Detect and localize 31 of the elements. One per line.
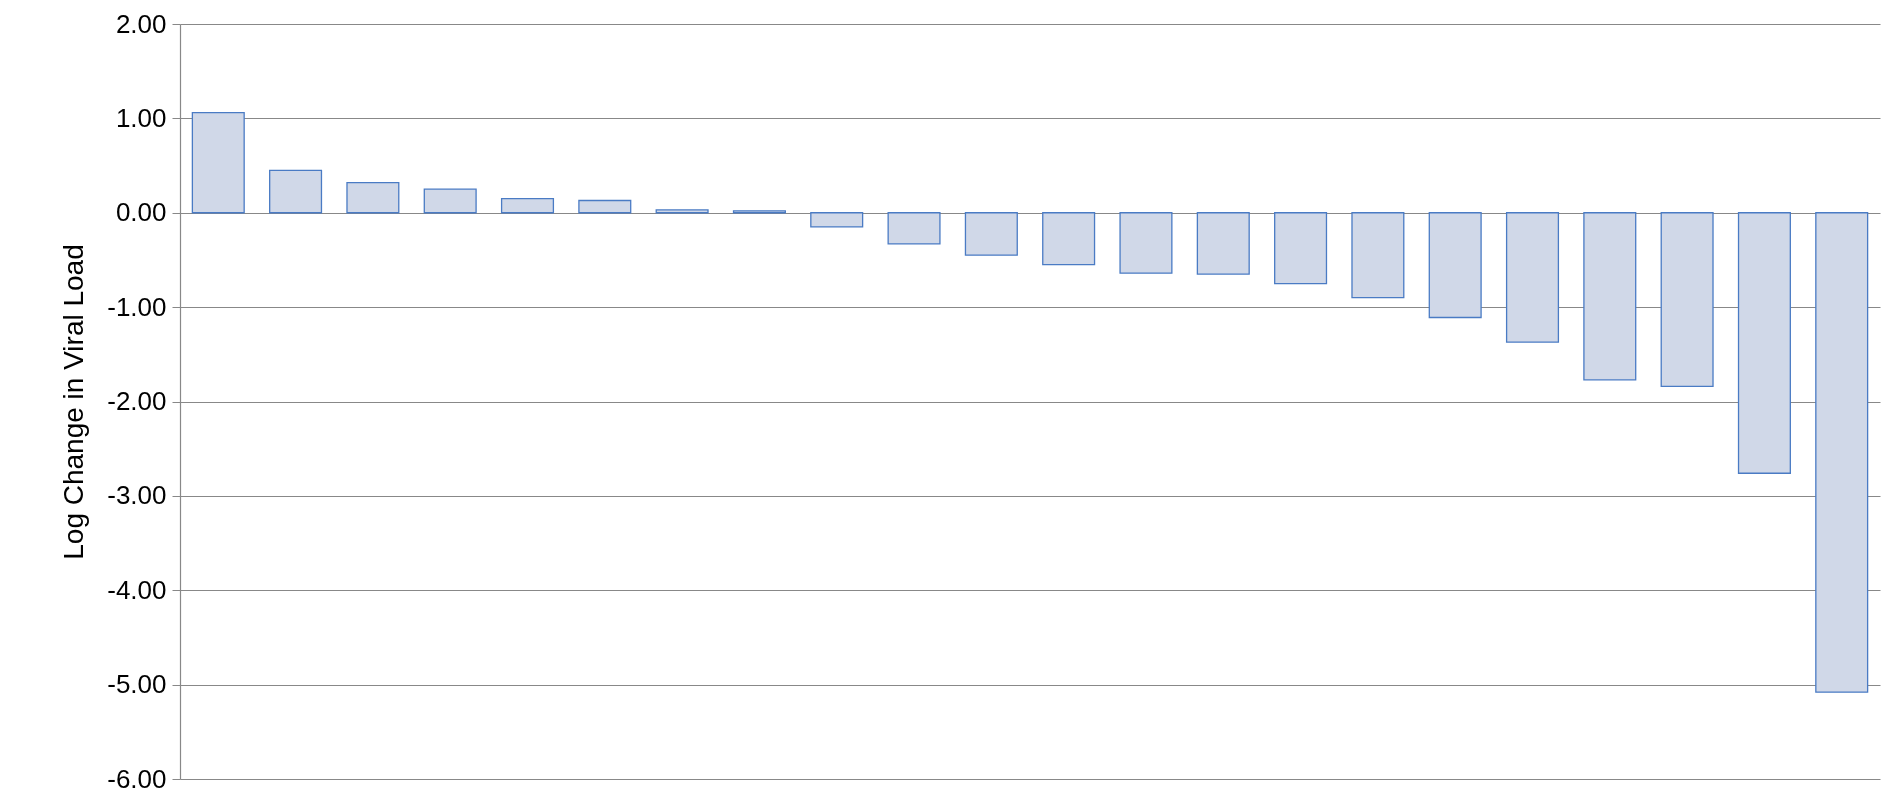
- bar: [1737, 212, 1791, 474]
- bar: [1351, 212, 1405, 299]
- y-axis-title: Log Change in Viral Load: [58, 244, 90, 560]
- bar: [1815, 212, 1869, 693]
- bar: [1428, 212, 1482, 319]
- bar: [500, 197, 555, 214]
- bar: [1583, 212, 1637, 381]
- bar: [423, 188, 477, 214]
- y-tick-label: -5.00: [107, 669, 167, 700]
- bar: [1042, 212, 1096, 266]
- y-tick-label: 2.00: [115, 8, 167, 39]
- bar: [191, 112, 245, 214]
- y-tick-label: -2.00: [107, 386, 167, 416]
- bar: [269, 169, 323, 214]
- bar: [810, 212, 864, 228]
- y-tick-label: -3.00: [107, 480, 167, 511]
- y-tick-label: -6.00: [107, 763, 167, 794]
- y-tick-label: -4.00: [107, 574, 167, 605]
- bar: [964, 212, 1018, 256]
- bar: [1119, 212, 1173, 274]
- y-tick-label: -1.00: [107, 291, 167, 322]
- y-tick-label: 1.00: [115, 102, 167, 133]
- bar: [887, 212, 941, 245]
- bar: [1660, 212, 1714, 388]
- bar: [1274, 212, 1328, 285]
- bar: [1196, 212, 1250, 275]
- bar: [1505, 212, 1560, 343]
- y-tick-label: 0.00: [115, 197, 167, 228]
- bar: [346, 181, 400, 214]
- bar: [578, 199, 632, 214]
- bar: [655, 209, 709, 214]
